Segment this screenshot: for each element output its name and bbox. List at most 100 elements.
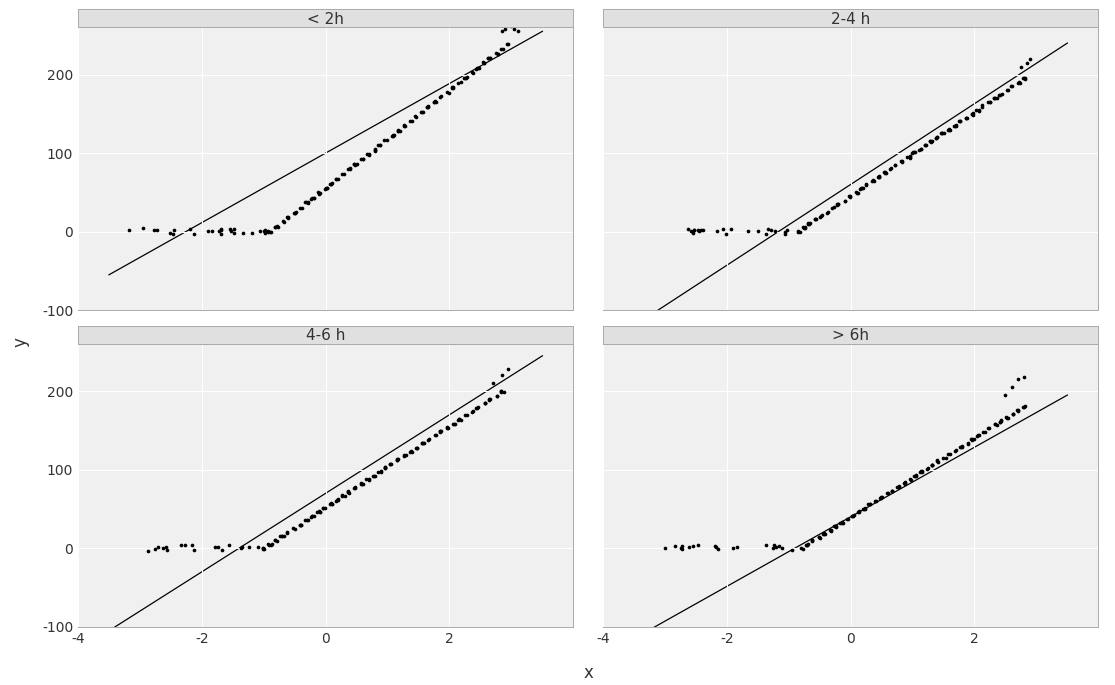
Point	[975, 427, 992, 438]
Point	[941, 125, 959, 136]
Point	[997, 390, 1015, 401]
Point	[176, 540, 194, 551]
Point	[856, 503, 874, 514]
Point	[1004, 80, 1021, 91]
Point	[852, 183, 870, 194]
Point	[803, 535, 821, 546]
Point	[468, 402, 486, 413]
Point	[964, 108, 982, 119]
Point	[843, 510, 861, 521]
Point	[861, 499, 879, 510]
Point	[851, 507, 869, 518]
Point	[376, 462, 394, 473]
Point	[486, 48, 504, 59]
Point	[997, 412, 1015, 423]
Point	[261, 227, 279, 238]
Point	[210, 225, 227, 236]
Point	[883, 485, 901, 496]
Point	[807, 214, 825, 225]
Point	[910, 144, 928, 155]
Point	[418, 102, 436, 113]
Point	[845, 510, 863, 521]
Point	[828, 199, 846, 210]
Point	[347, 482, 365, 493]
Point	[902, 475, 920, 486]
Point	[327, 495, 345, 506]
Point	[892, 155, 910, 166]
Point	[212, 223, 230, 234]
Point	[797, 540, 815, 551]
Point	[889, 482, 906, 493]
Point	[799, 538, 817, 549]
Point	[707, 542, 725, 553]
Point	[240, 541, 258, 552]
Point	[388, 454, 406, 465]
Point	[901, 152, 919, 163]
Point	[481, 53, 498, 64]
Point	[969, 429, 987, 440]
Text: y: y	[11, 338, 29, 347]
Point	[986, 419, 1004, 429]
Point	[479, 53, 497, 64]
Point	[426, 429, 444, 440]
Point	[287, 207, 304, 218]
Point	[139, 545, 157, 556]
Point	[673, 540, 691, 551]
Point	[498, 38, 516, 49]
Point	[269, 221, 287, 232]
Point	[769, 540, 787, 551]
Point	[390, 125, 408, 136]
Point	[262, 540, 280, 551]
Point	[836, 195, 854, 206]
Point	[322, 178, 340, 189]
Point	[265, 534, 283, 545]
Point	[260, 226, 278, 237]
Point	[482, 393, 500, 404]
Point	[850, 506, 867, 516]
Point	[1004, 408, 1021, 419]
Point	[376, 134, 394, 145]
Point	[1015, 73, 1032, 84]
Point	[905, 470, 923, 481]
Point	[825, 202, 843, 213]
Point	[323, 498, 341, 509]
Point	[667, 541, 685, 552]
Point	[369, 466, 387, 477]
Point	[883, 485, 901, 496]
Point	[707, 540, 725, 551]
Point	[427, 429, 445, 440]
Point	[430, 425, 448, 436]
Point	[822, 525, 840, 536]
Point	[876, 166, 894, 177]
Point	[811, 532, 828, 543]
Point	[792, 542, 809, 553]
Point	[933, 453, 951, 464]
Point	[939, 124, 957, 135]
Point	[345, 482, 362, 493]
Point	[872, 492, 890, 503]
Point	[471, 62, 488, 73]
Point	[213, 545, 231, 556]
Point	[488, 49, 506, 60]
Point	[414, 438, 432, 449]
Point	[438, 87, 456, 98]
Point	[260, 538, 278, 549]
Point	[963, 108, 981, 119]
Point	[789, 226, 807, 237]
Point	[992, 415, 1010, 426]
Point	[185, 545, 203, 556]
Point	[864, 175, 882, 186]
Point	[450, 414, 468, 425]
Point	[162, 227, 180, 238]
Point	[865, 175, 883, 186]
Point	[818, 206, 836, 217]
Point	[316, 183, 333, 194]
Point	[329, 494, 347, 505]
Point	[796, 223, 814, 234]
Point	[685, 227, 702, 238]
Point	[831, 518, 849, 529]
Point	[979, 423, 997, 434]
Point	[813, 210, 831, 221]
Point	[860, 499, 878, 510]
Point	[299, 197, 317, 208]
